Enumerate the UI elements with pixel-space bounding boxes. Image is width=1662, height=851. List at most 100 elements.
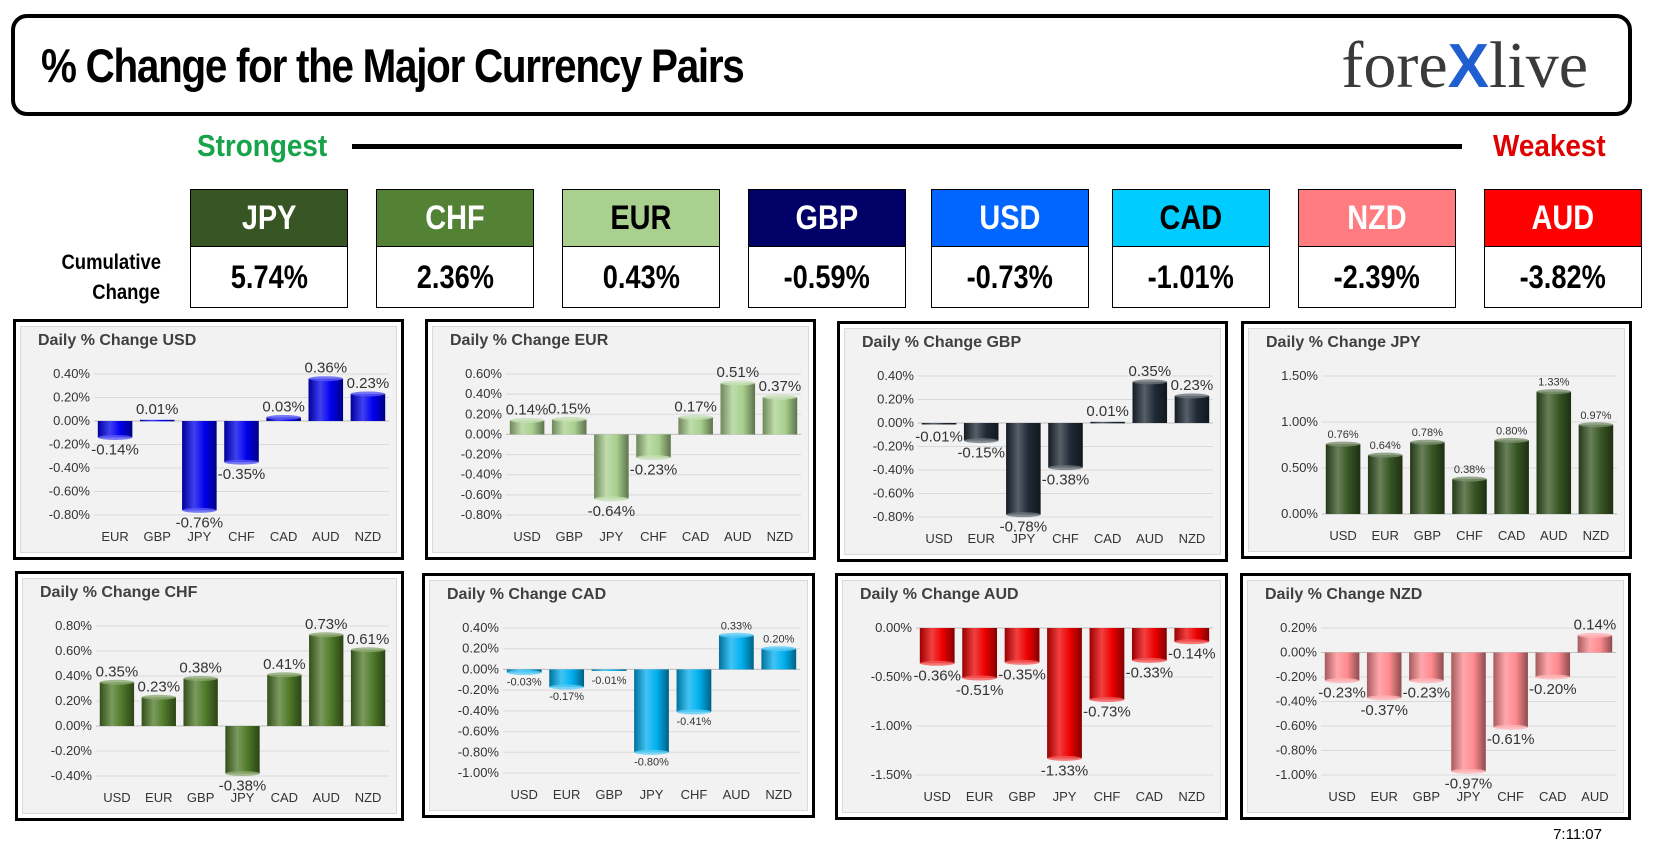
currency-box-eur: EUR 0.43% (562, 189, 720, 308)
chart-panel-chf: Daily % Change CHF 0.80% 0.60% 0.40% 0.20% 0.… (15, 571, 404, 821)
x-tick-label: EUR (967, 531, 994, 546)
data-label: -1.33% (1041, 762, 1089, 779)
chart-aud: 0.00% -0.50% -1.00% -1.50% -0.36% USD -0.51% EU… (871, 620, 1216, 804)
chart-panel-gbp: Daily % Change GBP 0.40% 0.20% 0.00% -0.20% -… (837, 321, 1228, 562)
bar-cap (1174, 639, 1210, 645)
y-tick-label: 1.00% (1281, 414, 1318, 429)
x-tick-label: JPY (1053, 789, 1077, 804)
currency-cumulative-value: 5.74% (191, 247, 347, 307)
data-label: -0.01% (592, 675, 627, 687)
page-title: % Change for the Major Currency Pairs (41, 39, 745, 92)
bar (962, 628, 998, 678)
data-label: -0.80% (634, 756, 669, 768)
y-tick-label: -0.80% (458, 744, 500, 759)
bar-cap (308, 376, 344, 382)
cumulative-change-label: Cumulative Change (61, 251, 162, 304)
chart-panel-usd: Daily % Change USD 0.40% 0.20% 0.00% -0.20% -… (13, 319, 404, 560)
x-tick-label: GBP (1413, 789, 1440, 804)
data-label: 0.61% (347, 631, 390, 648)
bar-cap (97, 434, 133, 440)
bar (1578, 424, 1614, 514)
y-tick-label: 0.40% (462, 620, 499, 635)
bar (1367, 455, 1403, 514)
x-tick-label: AUD (1136, 531, 1163, 546)
x-tick-label: USD (510, 787, 537, 802)
x-tick-label: GBP (1008, 789, 1035, 804)
currency-cumulative-value: -0.59% (749, 247, 905, 307)
y-tick-label: -0.60% (49, 484, 91, 499)
currency-code: CHF (377, 190, 533, 247)
bar-cap (350, 647, 386, 653)
x-tick-label: NZD (355, 790, 382, 805)
bar-cap (678, 414, 713, 420)
x-tick-label: NZD (765, 787, 792, 802)
x-tick-label: JPY (231, 790, 255, 805)
y-tick-label: -0.50% (871, 669, 913, 684)
chart-jpy: 1.50% 1.00% 0.50% 0.00% 0.76% USD 0.64% EUR 0.78… (1281, 368, 1617, 543)
x-tick-label: JPY (1011, 531, 1035, 546)
chart-eur: 0.60% 0.40% 0.20% 0.00% -0.20% -0.40% -0.60% -0… (461, 364, 801, 544)
y-tick-label: 0.20% (55, 693, 92, 708)
data-label: -0.64% (588, 503, 636, 520)
data-label: -0.17% (549, 691, 584, 703)
x-tick-label: USD (513, 529, 540, 544)
y-tick-label: -0.80% (49, 507, 91, 522)
x-tick-label: AUD (724, 529, 751, 544)
x-tick-label: CHF (1094, 789, 1121, 804)
bar-cap (309, 632, 344, 638)
currency-cumulative-value: -1.01% (1113, 247, 1269, 307)
data-label: 0.41% (263, 656, 306, 673)
x-tick-label: EUR (101, 529, 128, 544)
data-label: 0.80% (1496, 425, 1527, 437)
chart-title: Daily % Change EUR (450, 332, 609, 349)
x-tick-label: USD (1328, 789, 1355, 804)
data-label: 0.38% (1454, 464, 1485, 476)
data-label: 0.73% (305, 616, 348, 633)
bar (99, 682, 135, 726)
bar-cap (1366, 695, 1402, 701)
data-label: 0.35% (96, 663, 139, 680)
data-label: 0.38% (179, 660, 222, 677)
bar-cap (1535, 674, 1571, 680)
bar-cap (1006, 512, 1041, 518)
x-tick-label: USD (103, 790, 130, 805)
bar (963, 423, 999, 441)
bar-cap (1410, 439, 1445, 445)
y-tick-label: 1.50% (1281, 368, 1318, 383)
x-tick-label: GBP (1414, 528, 1441, 543)
bar-cap (1578, 422, 1614, 428)
data-label: -0.78% (1000, 519, 1048, 536)
bar (308, 378, 344, 421)
weakest-label: Weakest (1493, 128, 1606, 163)
bar-cap (182, 507, 217, 513)
data-label: -0.36% (913, 667, 961, 684)
currency-box-chf: CHF 2.36% (376, 189, 534, 308)
y-tick-label: 0.20% (462, 641, 499, 656)
data-label: 0.15% (548, 400, 591, 417)
header-banner: % Change for the Major Currency Pairs fo… (11, 14, 1632, 116)
data-label: 0.35% (1129, 363, 1172, 380)
y-tick-label: -0.80% (873, 509, 915, 524)
bar (919, 628, 955, 664)
chart-cad: 0.40% 0.20% 0.00% -0.20% -0.40% -0.60% -0.80% -… (458, 620, 800, 802)
currency-cumulative-value: 0.43% (563, 247, 719, 307)
currency-code: USD (932, 190, 1088, 247)
chart-title: Daily % Change GBP (862, 334, 1022, 351)
x-tick-label: CAD (1539, 789, 1566, 804)
chart-panel-cad: Daily % Change CAD 0.40% 0.20% 0.00% -0.20% -… (422, 573, 815, 818)
chart-title: Daily % Change CAD (447, 586, 607, 603)
bar-cap (506, 670, 542, 676)
x-tick-label: CAD (271, 790, 298, 805)
chart-panel-nzd: Daily % Change NZD 0.20% 0.00% -0.20% -0.40%… (1240, 573, 1631, 820)
data-label: -0.15% (957, 445, 1005, 462)
y-tick-label: -0.40% (51, 768, 93, 783)
x-tick-label: AUD (1540, 528, 1567, 543)
chart-title: Daily % Change NZD (1265, 586, 1423, 603)
bar-cap (1577, 632, 1613, 638)
bar (1131, 628, 1167, 661)
y-tick-label: -0.60% (458, 724, 500, 739)
bar (141, 697, 176, 726)
bar (1535, 652, 1571, 677)
bar-cap (1325, 441, 1361, 447)
data-label: 0.23% (1171, 377, 1214, 394)
